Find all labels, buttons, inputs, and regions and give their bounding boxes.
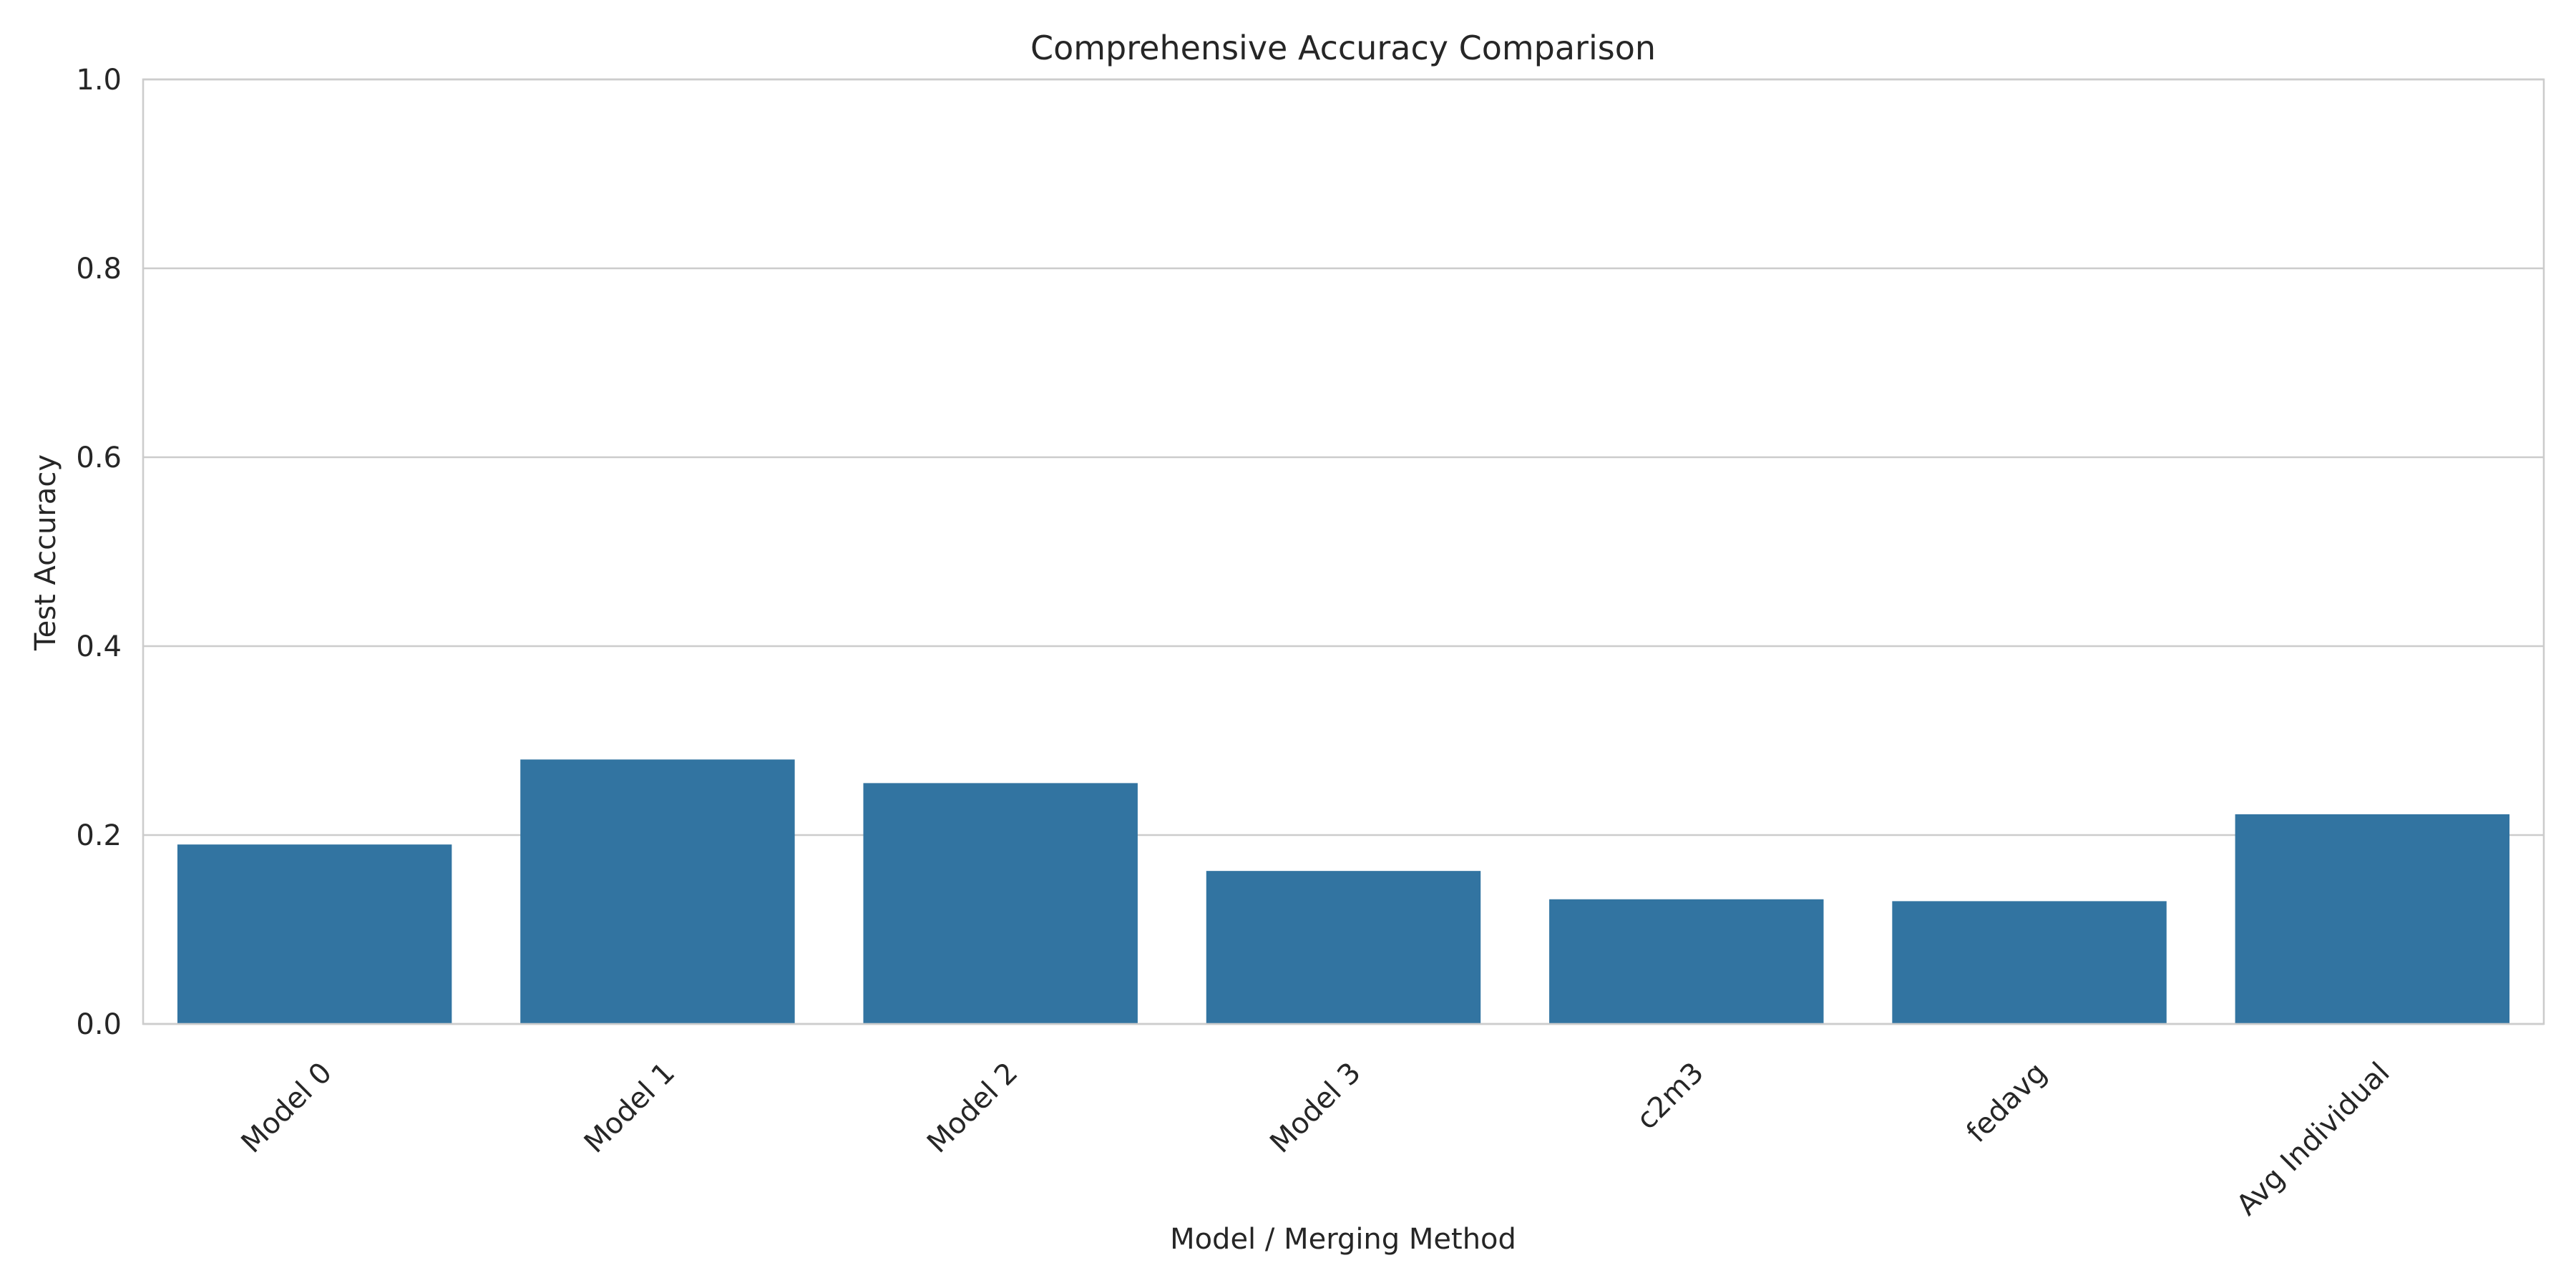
y-tick-label: 0.0 bbox=[76, 1008, 122, 1041]
x-axis-label: Model / Merging Method bbox=[1170, 1223, 1516, 1256]
y-tick-label: 1.0 bbox=[76, 64, 122, 97]
y-tick-label: 0.2 bbox=[76, 819, 122, 852]
bar bbox=[1549, 899, 1824, 1024]
bar bbox=[1892, 901, 2167, 1024]
y-axis-ticks: 0.0 0.2 0.4 0.6 0.8 1.0 bbox=[76, 64, 122, 1041]
bar bbox=[520, 759, 795, 1024]
y-axis-label: Test Accuracy bbox=[29, 454, 62, 651]
chart-title: Comprehensive Accuracy Comparison bbox=[1030, 29, 1656, 67]
bars bbox=[177, 759, 2510, 1024]
bar bbox=[2235, 814, 2510, 1024]
y-tick-label: 0.6 bbox=[76, 441, 122, 474]
plot-frame bbox=[142, 78, 2545, 1025]
y-tick-label: 0.8 bbox=[76, 253, 122, 286]
bar bbox=[177, 844, 452, 1024]
y-tick-label: 0.4 bbox=[76, 630, 122, 663]
bar bbox=[863, 783, 1138, 1024]
bar bbox=[1206, 871, 1481, 1024]
